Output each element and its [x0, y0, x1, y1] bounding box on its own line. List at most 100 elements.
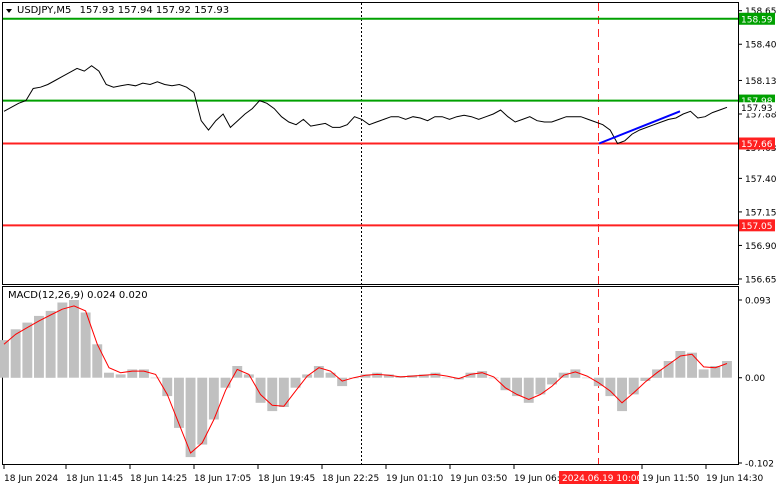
macd-histogram-bar — [593, 377, 604, 387]
macd-histogram-bar — [477, 371, 488, 378]
macd-histogram-bar — [220, 377, 231, 388]
macd-histogram-bar — [232, 366, 243, 378]
macd-histogram-bar — [488, 377, 499, 379]
macd-histogram-bar — [69, 300, 79, 378]
trend-line — [598, 110, 681, 145]
macd-histogram-bar — [663, 361, 674, 378]
level-label-resistance-2: 158.59 — [741, 15, 773, 25]
time-tick-label: 18 Jun 17:05 — [194, 474, 251, 484]
macd-histogram-bar — [243, 374, 254, 378]
macd-histogram-bar — [570, 369, 581, 378]
macd-histogram-bar — [500, 377, 511, 391]
macd-histogram-bar — [115, 374, 126, 378]
macd-histogram-bar — [418, 374, 429, 378]
macd-tick-label: 0.093 — [745, 297, 771, 307]
time-axis: 18 Jun 2024 18 Jun 11:45 18 Jun 14:25 18 Ju… — [3, 465, 763, 484]
macd-histogram-bar — [523, 377, 534, 403]
time-tick-label: 19 Jun 06:30 — [514, 474, 571, 484]
macd-series — [0, 300, 732, 458]
time-tick-label: 19 Jun 01:10 — [386, 474, 443, 484]
highlight-time-box — [559, 471, 639, 484]
symbol-label: USDJPY,M5 — [17, 5, 71, 16]
price-tick-label: 158.65 — [745, 7, 777, 17]
macd-histogram-bar — [267, 377, 278, 412]
svg-text:USDJPY,M5 157.93 157.94: USDJPY,M5 157.93 157.94 157.92 157.93 — [17, 5, 229, 16]
macd-histogram-bar — [34, 315, 44, 378]
current-price-box — [739, 102, 775, 114]
price-tick-label: 157.40 — [745, 175, 777, 185]
macd-histogram-bar — [57, 302, 68, 378]
level-label-box — [739, 137, 775, 150]
level-label-support-1: 157.66 — [741, 140, 773, 150]
macd-histogram-bar — [174, 377, 184, 428]
macd-histogram-bar — [10, 329, 21, 378]
macd-histogram-bar — [92, 344, 103, 378]
macd-histogram-bar — [162, 377, 173, 397]
macd-tick-label: 0.00 — [745, 374, 765, 384]
macd-histogram-bar — [104, 372, 114, 378]
price-tick-label: 156.90 — [745, 242, 777, 252]
trend-line-group — [598, 110, 681, 145]
chart-header[interactable]: USDJPY,M5 157.93 157.94 157.92 157.93 — [6, 5, 229, 16]
macd-histogram-bar — [640, 377, 651, 381]
price-series — [3, 65, 728, 145]
macd-histogram-bar — [360, 374, 371, 378]
macd-histogram-bar — [150, 377, 161, 379]
macd-histogram-bar — [197, 377, 208, 445]
macd-histogram-bar — [628, 377, 639, 395]
macd-histogram-bar — [675, 351, 686, 378]
macd-histogram-bar — [22, 322, 33, 378]
price-tick-label: 156.65 — [745, 275, 777, 285]
macd-histogram-bar — [325, 372, 336, 378]
macd-histogram-bar — [290, 377, 301, 388]
macd-histogram-bar — [45, 310, 56, 378]
macd-histogram-bar — [80, 312, 91, 378]
level-label-resistance-1: 157.98 — [741, 97, 773, 107]
macd-histogram-bar — [337, 377, 348, 387]
macd-histogram-bar — [208, 377, 219, 420]
macd-histogram-bar — [442, 377, 453, 379]
highlight-time-label: 2024.06.19 10:00 — [562, 474, 643, 484]
time-tick-label: 19 Jun 03:50 — [450, 474, 507, 484]
macd-histogram-bar — [372, 372, 383, 378]
macd-histogram-bar — [313, 366, 324, 378]
level-label-support-2: 157.05 — [741, 222, 773, 232]
current-price-label: 157.93 — [741, 104, 773, 114]
macd-histogram-bar — [430, 372, 441, 378]
time-tick-label: 19 Jun 11:50 — [642, 474, 699, 484]
time-tick-label: 18 Jun 14:25 — [130, 474, 187, 484]
price-tick-label: 157.88 — [745, 110, 777, 120]
price-tick-label: 158.40 — [745, 41, 777, 51]
macd-histogram-bar — [582, 377, 592, 379]
level-labels: 158.59 157.98 157.66 157.05 157.93 — [739, 12, 775, 232]
macd-histogram-bar — [127, 369, 138, 378]
price-tick-label: 158.13 — [745, 77, 777, 87]
macd-histogram-bar — [605, 377, 616, 397]
macd-histogram-bar — [0, 340, 9, 378]
macd-histogram-bar — [535, 377, 546, 395]
price-line — [3, 65, 728, 145]
macd-histogram-bar — [139, 369, 149, 378]
macd-histogram-bar — [710, 366, 721, 378]
level-lines — [3, 17, 738, 227]
level-label-box — [739, 12, 775, 25]
dropdown-triangle-icon[interactable] — [6, 9, 12, 13]
price-tick-label: 157.15 — [745, 208, 777, 218]
macd-histogram-bar — [465, 372, 476, 378]
macd-histogram-bar — [383, 374, 394, 378]
macd-tick-label: -0.102 — [745, 460, 774, 470]
macd-histogram-bar — [722, 361, 732, 378]
macd-histogram-bar — [512, 377, 522, 397]
time-tick-label: 19 Jun 14:30 — [706, 474, 763, 484]
macd-signal-line — [3, 305, 728, 454]
macd-histogram-bar — [698, 369, 709, 378]
macd-axis: 0.093 0.00 -0.102 — [738, 297, 774, 470]
time-tick-label: 18 Jun 11:45 — [66, 474, 123, 484]
macd-histogram-bar — [687, 352, 697, 378]
macd-histogram-bar — [547, 377, 557, 385]
time-tick-label: 18 Jun 2024 — [4, 474, 58, 484]
macd-histogram-bar — [278, 377, 289, 407]
macd-title: MACD(12,26,9) 0.024 0.020 — [8, 290, 148, 301]
time-tick-label: 18 Jun 19:45 — [258, 474, 315, 484]
